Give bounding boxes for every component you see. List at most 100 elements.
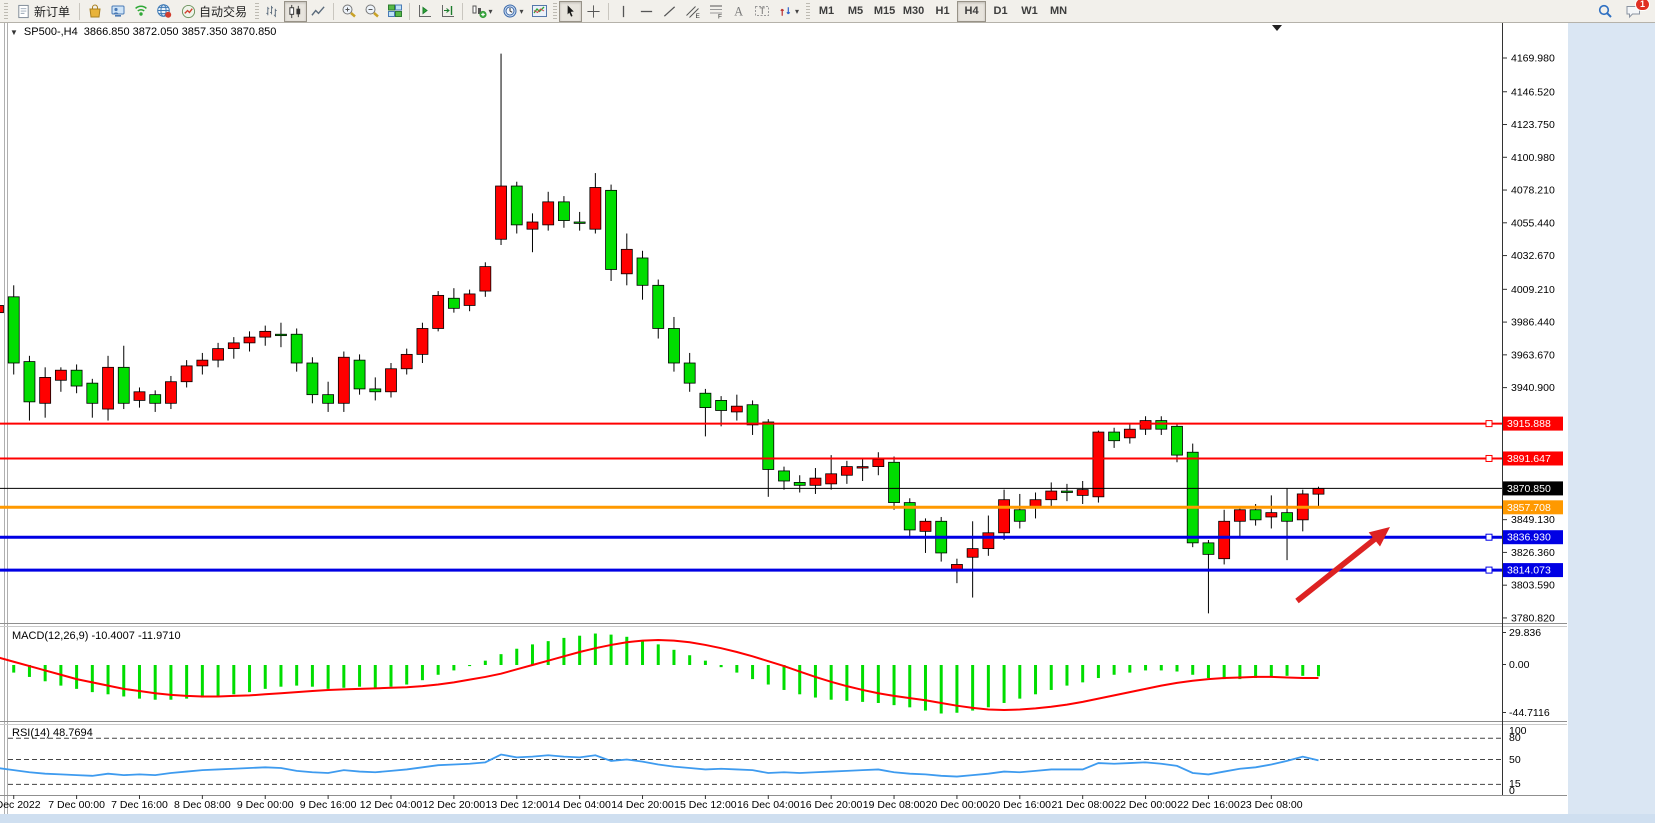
trendline-button[interactable] xyxy=(658,1,681,22)
candle[interactable] xyxy=(510,185,523,226)
candle[interactable] xyxy=(1076,489,1089,496)
chart-shift-button[interactable] xyxy=(436,1,459,22)
chart-shift-marker[interactable] xyxy=(1272,25,1282,31)
candle[interactable] xyxy=(998,499,1010,534)
vps-button[interactable] xyxy=(106,1,129,22)
candle[interactable] xyxy=(416,328,429,355)
candle[interactable] xyxy=(243,336,256,344)
candle[interactable] xyxy=(589,187,602,230)
fibonacci-button[interactable]: F xyxy=(704,1,727,22)
candle[interactable] xyxy=(668,328,680,364)
candle[interactable] xyxy=(70,369,83,387)
candle[interactable] xyxy=(165,381,177,404)
toolbar-grip[interactable] xyxy=(255,3,260,19)
line-handle[interactable] xyxy=(1485,566,1493,574)
candle[interactable] xyxy=(385,368,397,393)
zoom-in-button[interactable] xyxy=(337,1,360,22)
candle[interactable] xyxy=(23,361,36,403)
timeframe-M5[interactable]: M5 xyxy=(847,5,864,17)
candle[interactable] xyxy=(1061,490,1073,493)
bar-chart-button[interactable] xyxy=(261,1,284,22)
candle[interactable] xyxy=(1155,420,1168,430)
candle[interactable] xyxy=(573,221,586,224)
candle[interactable] xyxy=(275,333,287,337)
candle[interactable] xyxy=(1249,509,1262,521)
arrows-button[interactable]: ▾ xyxy=(773,1,804,22)
candle[interactable] xyxy=(793,482,806,486)
line-handle[interactable] xyxy=(1485,454,1493,462)
candle[interactable] xyxy=(463,293,476,306)
timeframe-H1[interactable]: H1 xyxy=(935,5,950,17)
candle[interactable] xyxy=(1218,520,1231,560)
signals-button[interactable] xyxy=(129,1,152,22)
timeframe-M1[interactable]: M1 xyxy=(818,5,835,17)
candle[interactable] xyxy=(840,466,853,476)
candle[interactable] xyxy=(369,388,382,393)
channel-button[interactable]: E xyxy=(681,1,704,22)
crosshair-button[interactable] xyxy=(582,1,605,22)
candle[interactable] xyxy=(400,353,413,370)
candle[interactable] xyxy=(1281,512,1293,522)
candle[interactable] xyxy=(872,459,885,468)
cursor-button[interactable] xyxy=(559,0,583,22)
candle[interactable] xyxy=(715,400,728,411)
timeframe-MN[interactable]: MN xyxy=(1049,5,1068,17)
candle[interactable] xyxy=(1013,509,1026,522)
candle[interactable] xyxy=(982,532,995,550)
candle[interactable] xyxy=(102,366,114,410)
line-handle[interactable] xyxy=(1485,420,1493,428)
periods-button[interactable]: ▾ xyxy=(497,1,528,22)
candle[interactable] xyxy=(479,266,492,292)
candle[interactable] xyxy=(259,330,272,338)
candle[interactable] xyxy=(1045,490,1058,501)
candle[interactable] xyxy=(1233,509,1246,522)
autotrading-button[interactable]: 自动交易 xyxy=(175,2,253,21)
timeframe-M15[interactable]: M15 xyxy=(873,5,896,17)
timeframe-M30[interactable]: M30 xyxy=(902,5,925,17)
community-button[interactable] xyxy=(152,1,175,22)
candle[interactable] xyxy=(683,362,696,384)
candle[interactable] xyxy=(652,284,665,329)
candle[interactable] xyxy=(1312,488,1325,495)
candle[interactable] xyxy=(1202,542,1215,555)
candle[interactable] xyxy=(306,362,319,396)
candle[interactable] xyxy=(620,248,633,275)
candle[interactable] xyxy=(196,359,209,367)
tile-windows-button[interactable] xyxy=(383,1,406,22)
candle[interactable] xyxy=(1108,431,1121,442)
candle[interactable] xyxy=(447,297,460,309)
candle[interactable] xyxy=(495,185,507,240)
toolbar-grip[interactable] xyxy=(806,3,811,19)
timeframe-D1[interactable]: D1 xyxy=(993,5,1008,17)
templates-button[interactable] xyxy=(528,1,551,22)
candle[interactable] xyxy=(526,221,539,230)
candle[interactable] xyxy=(730,405,743,413)
symbol-dropdown-icon[interactable]: ▼ xyxy=(10,27,18,37)
candle[interactable] xyxy=(699,392,712,409)
candle[interactable] xyxy=(746,404,759,426)
new-chart-button[interactable]: ▾ xyxy=(466,1,497,22)
candle[interactable] xyxy=(1092,431,1105,498)
candle[interactable] xyxy=(825,473,838,485)
text-button[interactable]: A xyxy=(727,1,750,22)
toolbar-grip[interactable] xyxy=(4,3,8,19)
candle[interactable] xyxy=(149,394,162,404)
zoom-out-button[interactable] xyxy=(360,1,383,22)
candle[interactable] xyxy=(322,394,335,404)
candle[interactable] xyxy=(0,305,4,314)
candle[interactable] xyxy=(180,365,193,383)
candle[interactable] xyxy=(809,477,822,486)
label-button[interactable]: T xyxy=(750,1,773,22)
line-chart-button[interactable] xyxy=(307,1,330,22)
candle[interactable] xyxy=(54,369,67,381)
vertical-line-button[interactable] xyxy=(612,1,635,22)
candlestick-button[interactable] xyxy=(284,0,308,22)
candle[interactable] xyxy=(432,294,445,329)
new-order-button[interactable]: 新订单 xyxy=(10,2,76,21)
candle[interactable] xyxy=(1186,451,1199,544)
candle[interactable] xyxy=(856,466,869,469)
candle[interactable] xyxy=(227,342,240,350)
candle[interactable] xyxy=(337,356,350,404)
market-button[interactable] xyxy=(83,1,106,22)
